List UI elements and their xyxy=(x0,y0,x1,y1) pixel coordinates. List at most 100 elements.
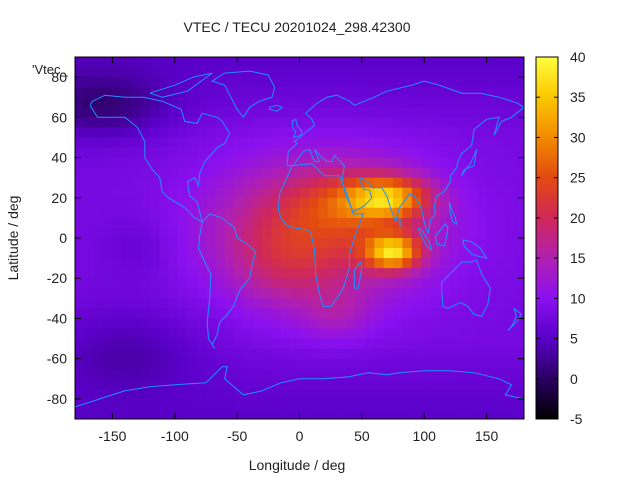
heatmap-cell xyxy=(421,57,432,68)
heatmap-cell xyxy=(187,308,198,320)
heatmap-cell xyxy=(196,77,207,88)
heatmap-cell xyxy=(75,378,85,390)
heatmap-cell xyxy=(495,388,506,400)
heatmap-cell xyxy=(477,207,488,219)
heatmap-cell xyxy=(280,298,291,309)
heatmap-cell xyxy=(205,197,216,209)
heatmap-cell xyxy=(271,258,282,269)
heatmap-cell xyxy=(514,117,524,128)
heatmap-cell xyxy=(495,358,506,370)
heatmap-cell xyxy=(477,177,488,189)
heatmap-cell xyxy=(168,107,179,118)
heatmap-cell xyxy=(177,248,188,259)
heatmap-cell xyxy=(280,157,291,169)
heatmap-cell xyxy=(271,238,282,249)
heatmap-cell xyxy=(336,298,347,309)
heatmap-cell xyxy=(205,318,216,330)
heatmap-cell xyxy=(514,398,524,410)
heatmap-cell xyxy=(308,197,319,209)
coastline-arctic-islands xyxy=(149,72,213,98)
heatmap-cell xyxy=(103,57,114,68)
heatmap-cell xyxy=(159,288,170,299)
heatmap-cell xyxy=(290,167,301,179)
heatmap-cell xyxy=(477,298,488,309)
heatmap-cell xyxy=(271,227,282,239)
heatmap-cell xyxy=(75,268,85,279)
heatmap-cell xyxy=(252,288,263,299)
heatmap-cell xyxy=(234,217,244,229)
heatmap-cell xyxy=(364,358,375,370)
heatmap-cell xyxy=(477,368,488,380)
heatmap-cell xyxy=(421,87,432,98)
heatmap-cell xyxy=(318,167,329,179)
heatmap-cell xyxy=(290,57,301,68)
heatmap-cell xyxy=(505,248,516,259)
heatmap-cell xyxy=(131,368,142,380)
heatmap-cell xyxy=(243,288,254,299)
heatmap-cell xyxy=(271,338,282,350)
heatmap-cell xyxy=(196,338,207,350)
heatmap-cell xyxy=(187,67,198,78)
heatmap-cell xyxy=(421,248,432,259)
heatmap-cell xyxy=(84,177,95,189)
heatmap-cell xyxy=(140,137,151,149)
heatmap-cell xyxy=(252,238,263,249)
heatmap-cell xyxy=(243,177,254,189)
heatmap-cell xyxy=(336,127,347,139)
heatmap-cell xyxy=(505,57,516,68)
heatmap-cell xyxy=(477,238,488,249)
heatmap-cell xyxy=(439,368,450,380)
heatmap-cell xyxy=(439,127,450,139)
heatmap-cell xyxy=(93,248,104,259)
heatmap-cell xyxy=(411,328,422,340)
heatmap-cell xyxy=(449,298,460,309)
heatmap-cell xyxy=(346,177,357,189)
heatmap-cell xyxy=(505,217,516,229)
heatmap-cell xyxy=(159,57,170,68)
heatmap-cell xyxy=(234,197,244,209)
heatmap-cell xyxy=(458,328,469,340)
heatmap-cell xyxy=(477,258,488,269)
heatmap-cell xyxy=(103,288,114,299)
heatmap-cell xyxy=(402,278,413,289)
heatmap-cell xyxy=(430,408,441,419)
heatmap-cell xyxy=(131,227,142,239)
heatmap-cell xyxy=(402,378,413,390)
heatmap-cell xyxy=(224,87,235,98)
heatmap-cell xyxy=(355,117,366,128)
heatmap-cell xyxy=(411,298,422,309)
heatmap-cell xyxy=(280,238,291,249)
heatmap-cell xyxy=(421,227,432,239)
heatmap-cell xyxy=(280,127,291,139)
heatmap-cell xyxy=(112,57,123,68)
heatmap-cell xyxy=(402,388,413,400)
heatmap-cell xyxy=(402,227,413,239)
heatmap-cell xyxy=(299,268,310,279)
heatmap-cell xyxy=(215,167,226,179)
heatmap-cell xyxy=(187,87,198,98)
heatmap-cell xyxy=(224,278,235,289)
heatmap-cell xyxy=(505,207,516,219)
x-tick-label: -150 xyxy=(98,428,126,444)
heatmap-cell xyxy=(75,107,85,118)
heatmap-cell xyxy=(458,67,469,78)
heatmap-cell xyxy=(299,288,310,299)
heatmap-cell xyxy=(383,388,394,400)
heatmap-cell xyxy=(196,167,207,179)
heatmap-cell xyxy=(131,177,142,189)
heatmap-cell xyxy=(439,398,450,410)
heatmap-cell xyxy=(327,197,338,209)
heatmap-cell xyxy=(103,388,114,400)
heatmap-cell xyxy=(140,398,151,410)
heatmap-cell xyxy=(168,348,179,360)
heatmap-cell xyxy=(93,238,104,249)
heatmap-cell xyxy=(505,238,516,249)
heatmap-cell xyxy=(495,157,506,169)
heatmap-cell xyxy=(280,77,291,88)
heatmap-cell xyxy=(168,268,179,279)
heatmap-cell xyxy=(93,77,104,88)
heatmap-cell xyxy=(467,187,478,199)
heatmap-cell xyxy=(495,258,506,269)
heatmap-cell xyxy=(196,207,207,219)
